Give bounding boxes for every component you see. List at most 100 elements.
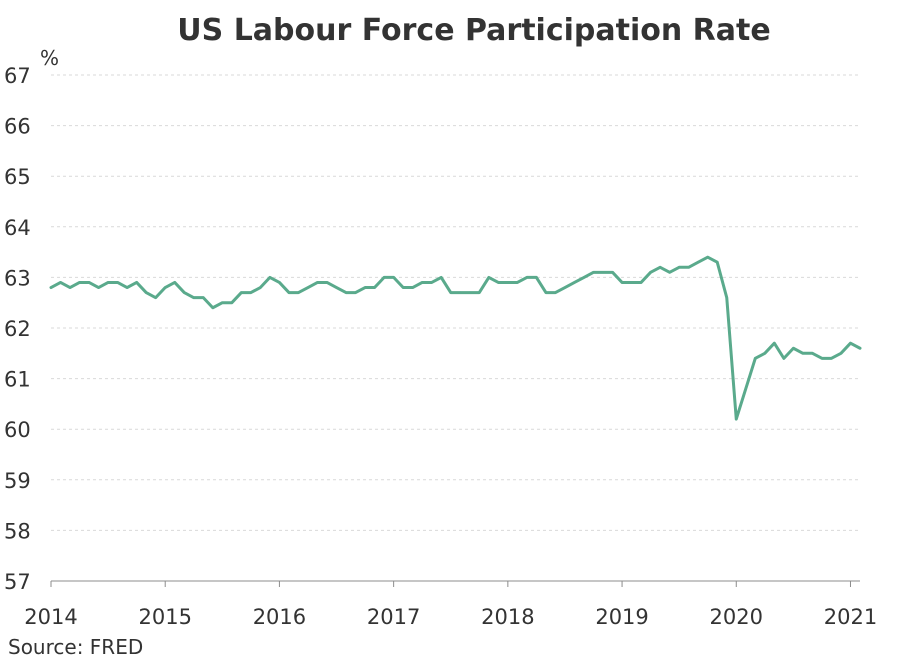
data-point xyxy=(382,276,386,279)
y-tick-label: 65 xyxy=(4,165,31,189)
data-point xyxy=(164,286,167,289)
y-tick-label: 61 xyxy=(4,368,31,392)
data-point xyxy=(125,286,129,289)
data-point xyxy=(839,352,843,355)
data-point xyxy=(820,357,824,360)
data-point xyxy=(744,387,747,390)
data-point xyxy=(725,296,728,299)
data-point xyxy=(506,281,510,284)
data-point xyxy=(144,291,148,294)
data-point xyxy=(849,341,852,345)
data-point xyxy=(87,281,91,284)
data-point xyxy=(211,306,214,309)
data-point xyxy=(192,296,195,299)
data-point xyxy=(754,357,757,360)
data-point xyxy=(268,276,272,279)
data-point xyxy=(668,271,671,274)
data-point xyxy=(154,296,157,299)
data-point xyxy=(97,286,100,289)
data-point xyxy=(106,281,110,284)
data-point xyxy=(697,261,700,264)
data-point xyxy=(677,266,681,269)
data-points xyxy=(49,255,862,421)
y-tick-label: 67 xyxy=(4,64,31,88)
data-point xyxy=(202,296,205,299)
data-point xyxy=(249,291,253,294)
data-point xyxy=(183,291,186,294)
chart-title: US Labour Force Participation Rate xyxy=(177,13,770,48)
data-point xyxy=(459,291,462,294)
data-point xyxy=(639,281,643,284)
data-point xyxy=(792,347,795,350)
x-tick-label: 2014 xyxy=(24,605,77,629)
data-point xyxy=(582,276,586,279)
data-point xyxy=(773,341,776,345)
data-point xyxy=(706,255,709,259)
data-point xyxy=(259,286,262,289)
y-axis-tick-labels: 57 58 59 60 61 62 63 64 65 66 67 xyxy=(4,64,31,594)
data-point xyxy=(716,261,719,264)
data-point xyxy=(592,271,595,274)
data-point xyxy=(287,291,291,294)
data-point xyxy=(440,276,443,279)
gridlines xyxy=(51,74,860,531)
data-point xyxy=(354,291,357,294)
y-tick-label: 58 xyxy=(4,519,31,543)
y-tick-label: 60 xyxy=(4,418,31,442)
data-point xyxy=(573,281,576,284)
data-point xyxy=(430,281,433,284)
data-point xyxy=(68,286,72,289)
data-point xyxy=(601,271,605,274)
data-point xyxy=(554,291,557,294)
data-point xyxy=(325,281,329,284)
x-axis-ticks xyxy=(50,581,851,587)
x-tick-label: 2021 xyxy=(824,605,877,629)
y-tick-label: 59 xyxy=(4,469,31,493)
data-point xyxy=(306,286,310,289)
data-point xyxy=(401,286,405,289)
data-point xyxy=(221,301,224,304)
data-point xyxy=(316,281,319,284)
data-point xyxy=(649,271,652,274)
data-point xyxy=(363,286,367,289)
data-point xyxy=(468,291,471,294)
x-tick-label: 2015 xyxy=(138,605,191,629)
data-point xyxy=(858,347,862,350)
data-point xyxy=(544,291,548,294)
data-point xyxy=(687,266,690,269)
data-point xyxy=(630,281,633,284)
data-point xyxy=(59,281,62,284)
data-point xyxy=(344,291,348,294)
data-point xyxy=(373,286,376,289)
data-point xyxy=(478,291,481,294)
series-line xyxy=(49,255,862,421)
data-point xyxy=(335,286,338,289)
y-tick-label: 66 xyxy=(4,115,31,139)
data-point xyxy=(801,352,805,355)
data-point xyxy=(620,281,624,284)
x-axis-tick-labels: 2014 2015 2016 2017 2018 2019 2020 2021 xyxy=(24,605,877,629)
y-tick-label: 64 xyxy=(4,216,31,240)
data-point xyxy=(516,281,519,284)
y-tick-label: 63 xyxy=(4,266,31,290)
data-point xyxy=(487,276,491,279)
data-point xyxy=(49,286,53,289)
data-point xyxy=(535,276,538,279)
x-tick-label: 2020 xyxy=(710,605,763,629)
data-point xyxy=(497,281,500,284)
x-tick-label: 2018 xyxy=(481,605,534,629)
data-point xyxy=(611,271,614,274)
data-point xyxy=(658,266,662,269)
data-point xyxy=(392,276,395,279)
x-tick-label: 2017 xyxy=(367,605,420,629)
data-point xyxy=(116,281,119,284)
data-point xyxy=(230,301,234,304)
data-point xyxy=(411,286,414,289)
data-point xyxy=(78,281,81,284)
data-point xyxy=(811,352,814,355)
data-point xyxy=(563,286,567,289)
y-tick-label: 62 xyxy=(4,317,31,341)
data-point xyxy=(297,291,300,294)
data-point xyxy=(278,281,281,284)
